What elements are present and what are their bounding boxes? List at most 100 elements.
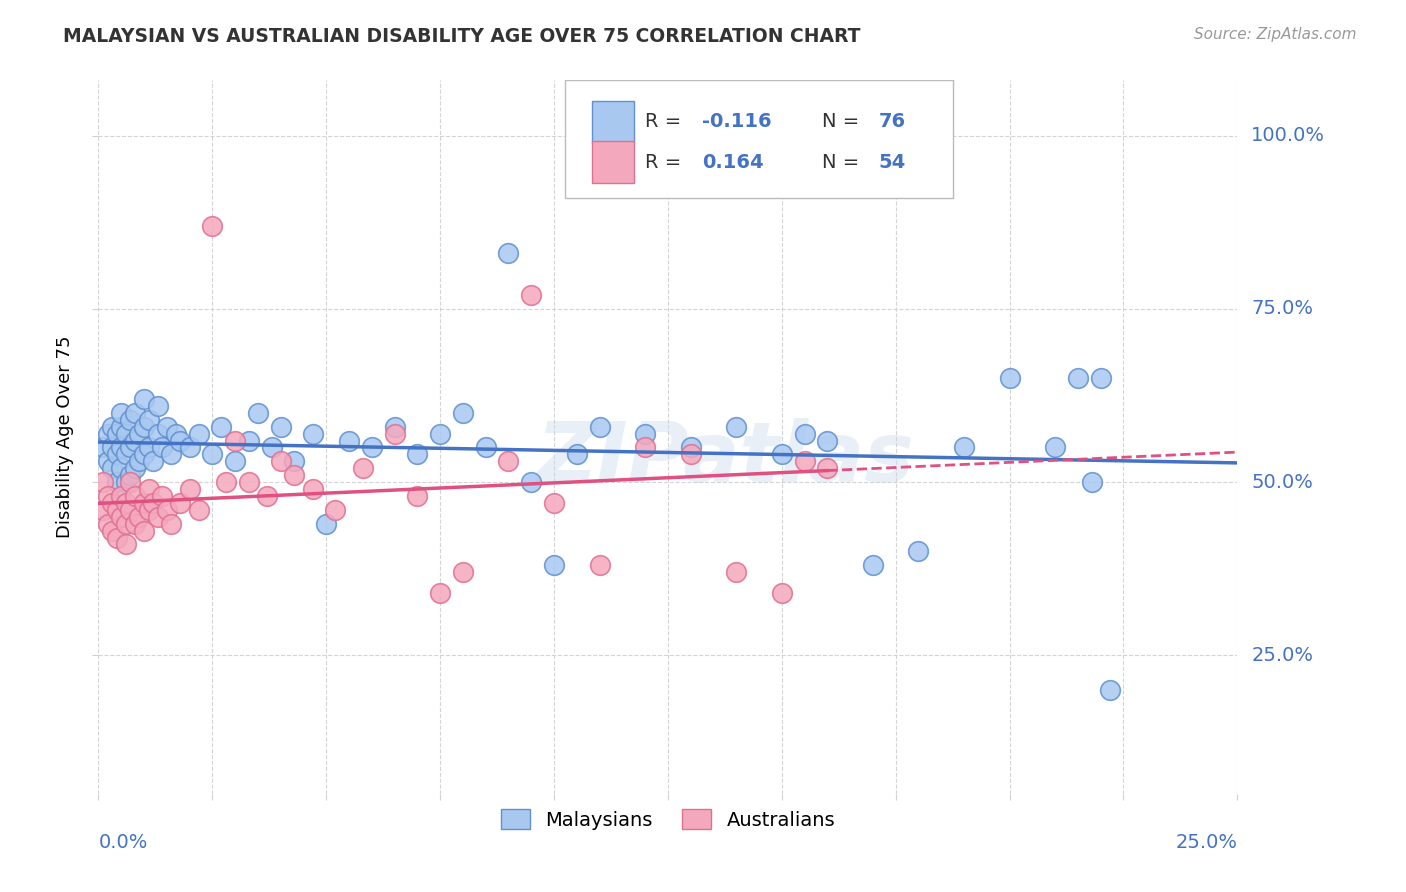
Point [588,558,610,573]
Text: 0.164: 0.164 [702,153,763,172]
Point [120,413,142,427]
Point [120,475,142,489]
Point [105,531,128,545]
Point [260,441,283,455]
Text: N =: N = [821,112,865,131]
Point [114,426,136,441]
Point [120,441,142,455]
Text: 25.0%: 25.0% [1175,833,1237,852]
Point [150,489,173,503]
FancyBboxPatch shape [565,80,953,198]
Point [283,454,305,468]
FancyBboxPatch shape [592,101,634,143]
Y-axis label: Disability Age Over 75: Disability Age Over 75 [56,335,75,539]
Point [588,419,610,434]
Point [543,558,565,573]
Point [114,475,136,489]
Point [498,454,520,468]
Point [1067,371,1090,385]
Point [105,475,128,489]
Point [179,482,201,496]
Point [953,441,976,455]
Point [209,419,232,434]
Point [101,419,124,434]
Point [270,454,292,468]
Point [679,447,702,461]
Point [101,461,124,475]
Point [120,468,142,483]
Point [132,496,155,510]
Point [124,489,146,503]
Point [770,586,793,600]
Point [105,503,128,517]
Point [301,426,323,441]
Point [132,392,155,406]
Point [132,524,155,538]
Text: R =: R = [645,153,688,172]
Text: R =: R = [645,112,688,131]
Point [128,426,150,441]
Point [114,516,136,531]
Point [110,441,132,455]
Point [1090,371,1112,385]
Point [201,219,224,233]
Point [634,426,657,441]
Text: 100.0%: 100.0% [1251,126,1326,145]
Point [352,461,374,475]
Point [114,537,136,551]
Text: -0.116: -0.116 [702,112,772,131]
Point [793,426,815,441]
Point [429,426,451,441]
Point [998,371,1021,385]
Point [679,441,702,455]
Point [315,516,337,531]
Point [474,441,496,455]
Point [815,434,838,448]
Point [101,496,124,510]
Point [146,426,169,441]
Point [105,447,128,461]
Point [132,447,155,461]
Point [150,441,173,455]
Point [91,503,114,517]
Point [256,489,278,503]
Point [96,516,118,531]
Point [169,496,191,510]
Point [907,544,929,558]
Point [110,461,132,475]
Text: 25.0%: 25.0% [1251,646,1313,665]
Point [187,426,209,441]
FancyBboxPatch shape [592,141,634,184]
Point [138,441,160,455]
Point [110,489,132,503]
Point [270,419,292,434]
Text: N =: N = [821,153,865,172]
Point [110,509,132,524]
Point [238,434,260,448]
Point [360,441,382,455]
Point [91,441,114,455]
Point [498,246,520,260]
Point [114,447,136,461]
Text: ZIPatlas: ZIPatlas [536,418,914,499]
Point [187,503,209,517]
Text: 0.0%: 0.0% [98,833,148,852]
Text: MALAYSIAN VS AUSTRALIAN DISABILITY AGE OVER 75 CORRELATION CHART: MALAYSIAN VS AUSTRALIAN DISABILITY AGE O… [63,27,860,45]
Point [238,475,260,489]
Point [110,419,132,434]
Text: 54: 54 [879,153,905,172]
Point [101,441,124,455]
Point [142,454,165,468]
Point [770,447,793,461]
Point [793,454,815,468]
Point [406,447,429,461]
Text: 75.0%: 75.0% [1251,300,1313,318]
Text: 50.0%: 50.0% [1251,473,1313,491]
Text: 76: 76 [879,112,905,131]
Point [323,503,346,517]
Point [301,482,323,496]
Point [406,489,429,503]
Point [543,496,565,510]
Point [451,565,474,579]
Point [215,475,238,489]
